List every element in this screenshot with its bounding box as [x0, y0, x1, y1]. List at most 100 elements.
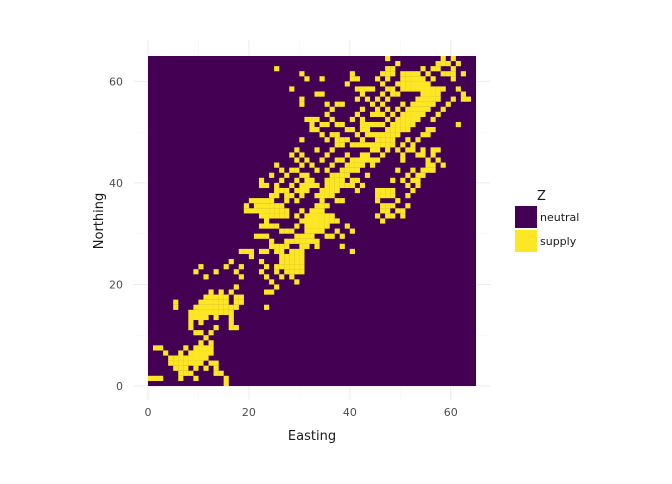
- heatmap-cell-supply: [218, 289, 224, 295]
- heatmap-cell-supply: [334, 172, 340, 178]
- heatmap-cell-supply: [344, 162, 350, 168]
- heatmap-cell-supply: [380, 132, 386, 138]
- heatmap-cell-supply: [264, 213, 270, 219]
- heatmap-cell-supply: [400, 142, 406, 148]
- heatmap-cell-supply: [269, 213, 275, 219]
- heatmap-cell-supply: [304, 172, 310, 178]
- heatmap-cell-supply: [364, 121, 371, 128]
- heatmap-cell-supply: [218, 304, 224, 310]
- heatmap-cell-supply: [395, 61, 401, 67]
- heatmap-cell-supply: [304, 218, 310, 224]
- heatmap-cell-supply: [415, 152, 421, 158]
- heatmap-cell-supply: [385, 86, 391, 92]
- heatmap-cell-supply: [435, 86, 441, 92]
- heatmap-cell-supply: [380, 71, 386, 77]
- heatmap-cell-supply: [289, 167, 295, 173]
- heatmap-cell-supply: [289, 248, 295, 255]
- heatmap-cell-supply: [168, 355, 174, 361]
- heatmap-cell-supply: [258, 213, 265, 219]
- heatmap-cell-supply: [369, 157, 376, 163]
- heatmap-cell-supply: [425, 91, 431, 97]
- heatmap-cell-supply: [279, 264, 285, 270]
- heatmap-cell-supply: [284, 269, 290, 275]
- heatmap-cell-supply: [319, 157, 325, 163]
- heatmap-cell-supply: [359, 116, 366, 123]
- heatmap-cell-supply: [385, 76, 391, 82]
- heatmap-cell-supply: [299, 208, 305, 214]
- heatmap-cell-supply: [274, 243, 280, 249]
- heatmap-cell-supply: [435, 157, 441, 163]
- heatmap-cell-supply: [395, 208, 401, 214]
- heatmap-cell-supply: [198, 299, 204, 305]
- heatmap-cell-supply: [339, 157, 345, 163]
- heatmap-cell-supply: [158, 345, 164, 351]
- heatmap-cell-supply: [248, 198, 255, 204]
- heatmap-cell-supply: [334, 157, 340, 163]
- heatmap-cell-supply: [395, 127, 401, 133]
- heatmap-cell-supply: [258, 198, 265, 204]
- heatmap-cell-supply: [450, 66, 456, 72]
- heatmap-cell-supply: [359, 162, 366, 168]
- heatmap-cell-supply: [294, 198, 300, 204]
- heatmap-cell-supply: [405, 71, 411, 77]
- heatmap-cell-supply: [289, 193, 295, 199]
- heatmap-cell-supply: [218, 370, 224, 376]
- heatmap-cell-supply: [203, 355, 209, 361]
- heatmap-cell-supply: [193, 360, 199, 366]
- heatmap-cell-supply: [284, 208, 290, 214]
- legend-swatch-neutral: [515, 206, 537, 228]
- heatmap-cell-supply: [264, 264, 270, 270]
- heatmap-cell-supply: [274, 182, 280, 189]
- heatmap-cell-supply: [380, 193, 386, 199]
- heatmap-cell-supply: [410, 116, 416, 123]
- heatmap-cell-supply: [223, 304, 229, 310]
- heatmap-cell-supply: [380, 137, 386, 143]
- heatmap-cell-supply: [203, 274, 209, 280]
- heatmap-cell-supply: [289, 86, 295, 92]
- heatmap-cell-supply: [420, 147, 426, 153]
- heatmap-cell-supply: [258, 208, 265, 214]
- heatmap-cell-supply: [400, 86, 406, 92]
- heatmap-cell-supply: [415, 106, 421, 112]
- heatmap-cell-supply: [415, 137, 421, 143]
- heatmap-cell-supply: [274, 193, 280, 199]
- heatmap-cell-supply: [178, 370, 184, 376]
- heatmap-cell-supply: [420, 132, 426, 138]
- heatmap-cell-supply: [324, 177, 330, 183]
- heatmap-cell-supply: [460, 91, 466, 97]
- heatmap-cell-supply: [279, 259, 285, 265]
- heatmap-cell-supply: [369, 101, 376, 107]
- heatmap-cell-supply: [400, 101, 406, 107]
- heatmap-cell-supply: [354, 162, 360, 168]
- heatmap-cell-supply: [440, 61, 446, 67]
- heatmap-cell-supply: [435, 61, 441, 67]
- heatmap-cell-supply: [324, 187, 330, 194]
- heatmap-cell-supply: [390, 86, 396, 92]
- heatmap-cell-supply: [324, 223, 330, 229]
- heatmap-cell-supply: [395, 116, 401, 123]
- heatmap-cell-supply: [440, 55, 446, 62]
- heatmap-cell-supply: [440, 71, 446, 77]
- heatmap-cell-supply: [344, 137, 350, 143]
- heatmap-cell-supply: [304, 238, 310, 244]
- heatmap-cell-supply: [359, 127, 366, 133]
- heatmap-cell-supply: [344, 81, 350, 87]
- heatmap-cell-supply: [324, 167, 330, 173]
- heatmap-cell-supply: [369, 86, 376, 92]
- heatmap-cell-supply: [329, 162, 335, 168]
- heatmap-cell-supply: [385, 147, 391, 153]
- heatmap-cell-supply: [385, 187, 391, 194]
- heatmap-cell-supply: [339, 177, 345, 183]
- heatmap-cell-supply: [329, 218, 335, 224]
- heatmap-cell-supply: [400, 152, 406, 158]
- heatmap-cell-supply: [208, 360, 214, 366]
- heatmap-cell-supply: [178, 355, 184, 361]
- legend-label-supply: supply: [540, 235, 577, 248]
- heatmap-cell-supply: [435, 91, 441, 97]
- heatmap-cell-supply: [364, 142, 371, 148]
- heatmap-cell-supply: [238, 248, 244, 255]
- heatmap-cell-supply: [354, 142, 360, 148]
- heatmap-cell-supply: [193, 345, 199, 351]
- heatmap-cell-supply: [354, 96, 360, 102]
- heatmap-cell-supply: [405, 127, 411, 133]
